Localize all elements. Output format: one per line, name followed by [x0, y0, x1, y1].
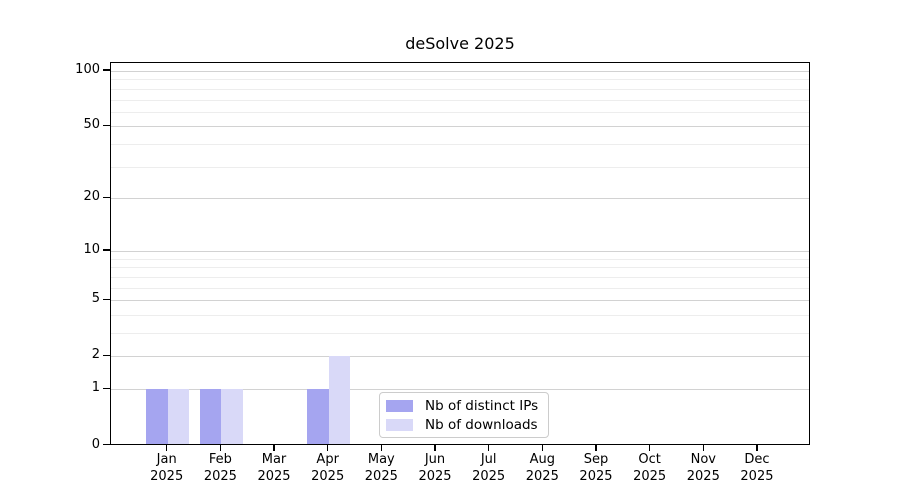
x-tick-label: Apr 2025	[311, 452, 345, 484]
x-tick-label: Feb 2025	[203, 452, 237, 484]
x-tick	[488, 444, 490, 451]
gridline-major	[111, 198, 809, 200]
y-tick-label: 100	[75, 62, 100, 77]
x-tick-label: Mar 2025	[257, 452, 291, 484]
legend-entry: Nb of distinct IPs	[386, 397, 539, 414]
x-tick	[648, 444, 651, 451]
x-tick	[166, 444, 168, 451]
x-tick	[380, 444, 382, 451]
gridline-major	[111, 389, 809, 391]
bar-downloads	[167, 389, 190, 444]
gridline-minor	[111, 267, 809, 269]
y-tick	[103, 354, 110, 357]
x-tick-label: Jan 2025	[150, 452, 184, 484]
legend: Nb of distinct IPs Nb of downloads	[379, 392, 550, 438]
x-tick	[327, 444, 329, 451]
bar-distinct-ips	[146, 389, 168, 444]
bar-distinct-ips	[307, 389, 329, 444]
gridline-minor	[111, 258, 809, 260]
x-tick	[702, 444, 704, 451]
legend-label: Nb of distinct IPs	[425, 397, 539, 414]
x-tick-label: May 2025	[364, 452, 398, 484]
y-tick-label: 0	[91, 436, 100, 452]
bar-distinct-ips	[199, 389, 222, 444]
x-tick-label: Aug 2025	[525, 452, 559, 484]
legend-swatch	[386, 399, 413, 412]
legend-entry: Nb of downloads	[386, 416, 538, 433]
gridline-minor	[111, 276, 809, 278]
gridline-minor	[111, 287, 809, 289]
gridline-major	[111, 126, 809, 128]
y-tick	[103, 196, 110, 199]
x-tick-label: Sep 2025	[579, 452, 613, 484]
y-tick	[103, 249, 110, 251]
gridline-major	[111, 250, 809, 252]
y-tick-label: 10	[83, 241, 100, 257]
x-tick	[219, 444, 221, 451]
y-tick-label: 2	[91, 347, 100, 363]
x-tick-label: Oct 2025	[633, 452, 667, 484]
y-tick-label: 1	[91, 380, 100, 396]
gridline-major	[111, 71, 809, 72]
y-tick-label: 20	[83, 189, 100, 205]
gridline-major	[111, 356, 809, 358]
gridline-minor	[111, 144, 809, 146]
y-tick	[103, 298, 110, 300]
x-tick	[541, 444, 543, 451]
gridline-minor	[111, 111, 809, 113]
chart-title: deSolve 2025	[405, 34, 515, 53]
gridline-minor	[111, 166, 809, 168]
gridline-minor	[111, 99, 809, 101]
gridline-minor	[111, 79, 809, 81]
plot-area	[110, 62, 810, 445]
y-tick	[103, 443, 110, 446]
bar-downloads	[221, 389, 243, 444]
legend-swatch	[386, 418, 413, 431]
x-tick-label: Dec 2025	[740, 452, 774, 484]
gridline-minor	[111, 314, 809, 316]
x-tick-label: Jul 2025	[472, 452, 506, 484]
x-tick	[756, 444, 758, 451]
gridline-major	[111, 300, 809, 302]
y-tick	[103, 387, 110, 389]
legend-label: Nb of downloads	[425, 416, 538, 433]
x-tick	[273, 444, 275, 451]
x-tick	[434, 444, 436, 451]
y-tick-label: 5	[91, 291, 100, 307]
gridline-minor	[111, 333, 809, 334]
bar-downloads	[328, 356, 351, 444]
x-tick	[595, 444, 597, 451]
y-tick	[103, 69, 110, 71]
x-tick-label: Nov 2025	[686, 452, 720, 484]
y-tick-label: 50	[83, 117, 100, 133]
x-tick-label: Jun 2025	[418, 452, 452, 484]
gridline-minor	[111, 88, 809, 90]
y-tick	[103, 124, 110, 127]
